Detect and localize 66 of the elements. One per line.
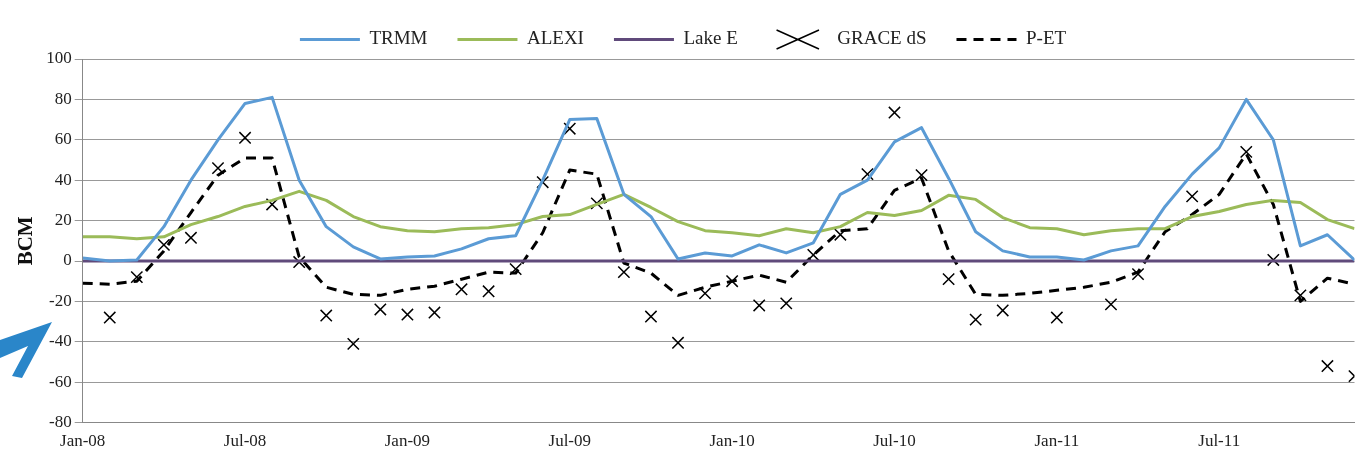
- point: [671, 336, 685, 350]
- point: [184, 231, 198, 245]
- point: [401, 308, 414, 321]
- point: [888, 106, 901, 119]
- point: [346, 337, 360, 351]
- point: [509, 262, 523, 276]
- point: [806, 248, 820, 262]
- y-tick-label: -60: [49, 371, 72, 391]
- y-tick-label: 20: [54, 210, 72, 230]
- x-tick-label: Jul-09: [548, 431, 592, 451]
- legend-label: ALEXI: [526, 27, 584, 49]
- point: [373, 303, 387, 316]
- point: [482, 284, 495, 298]
- point: [292, 255, 306, 269]
- legend-label: GRACE dS: [837, 27, 927, 49]
- point: [915, 168, 928, 182]
- x-tick-label: Jan-10: [709, 431, 755, 451]
- point: [698, 286, 712, 300]
- point: [942, 272, 956, 286]
- point: [617, 265, 631, 279]
- point: [319, 309, 333, 322]
- point: [157, 238, 171, 252]
- y-tick-label: 60: [54, 129, 72, 149]
- point: [644, 310, 658, 323]
- y-tick-label: -40: [49, 331, 72, 351]
- y-axis-title: BCM: [13, 216, 38, 266]
- y-tick-label: -20: [49, 290, 72, 310]
- x-tick-label: Jan-11: [1034, 431, 1080, 451]
- point: [590, 197, 604, 210]
- x-tick-label: Jul-10: [873, 431, 916, 451]
- y-tick-label: 40: [54, 169, 72, 189]
- point: [1239, 145, 1253, 159]
- point: [779, 297, 793, 310]
- x-tick-label: Jan-08: [60, 431, 106, 451]
- point: [996, 304, 1010, 317]
- point: [103, 311, 117, 324]
- y-tick-label: -80: [49, 412, 72, 432]
- point: [833, 228, 847, 242]
- point: [861, 167, 874, 181]
- point: [1104, 298, 1118, 311]
- legend-label: Lake E: [683, 27, 738, 49]
- y-tick-label: 0: [63, 250, 72, 270]
- point: [238, 131, 252, 145]
- y-tick-label: 100: [46, 48, 72, 68]
- point: [130, 270, 144, 284]
- point: [752, 299, 766, 312]
- point: [725, 274, 739, 288]
- point: [563, 122, 577, 136]
- point: [1185, 189, 1199, 203]
- point: [455, 282, 468, 296]
- x-tick-label: Jul-11: [1198, 431, 1241, 451]
- point: [1321, 359, 1334, 373]
- x-tick-label: Jan-09: [384, 431, 431, 451]
- point: [1050, 311, 1064, 324]
- point: [969, 313, 983, 326]
- y-tick-label: 80: [54, 88, 72, 108]
- point: [1266, 253, 1280, 267]
- legend-label: P-ET: [1025, 27, 1067, 49]
- point: [1131, 267, 1145, 281]
- point: [428, 306, 441, 319]
- point: [211, 161, 225, 175]
- point: [265, 198, 279, 211]
- point: [536, 175, 550, 189]
- legend-label: TRMM: [369, 27, 428, 49]
- point: [1293, 288, 1307, 302]
- x-tick-label: Jul-08: [223, 431, 267, 451]
